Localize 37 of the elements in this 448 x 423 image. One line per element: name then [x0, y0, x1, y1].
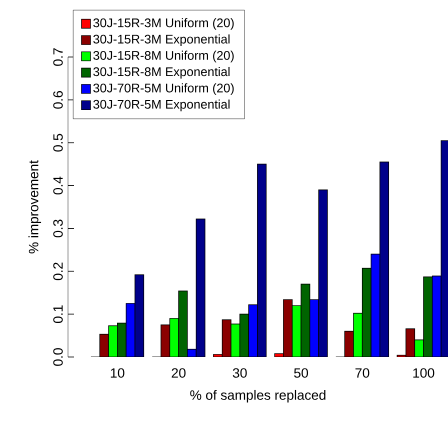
- y-tick-label: 0.2: [53, 262, 63, 280]
- legend-label: 30J-70R-5M Exponential: [93, 100, 230, 112]
- bar: [300, 284, 310, 357]
- y-axis-title: % improvement: [28, 160, 42, 254]
- y-tick-label: 0.6: [53, 91, 63, 109]
- bar: [196, 218, 206, 357]
- bar: [239, 314, 249, 357]
- legend-label: 30J-15R-3M Exponential: [93, 34, 230, 46]
- bar: [257, 164, 267, 357]
- y-tick-label: 0.7: [53, 48, 63, 66]
- x-tick-label: 10: [110, 368, 124, 378]
- bar: [248, 304, 258, 357]
- bar: [310, 299, 319, 357]
- x-tick-label: 50: [294, 368, 308, 378]
- bar: [134, 274, 144, 357]
- y-tick-label: 0.4: [53, 176, 63, 194]
- bar: [318, 190, 328, 357]
- bar: [423, 276, 433, 357]
- legend-label: 30J-15R-8M Exponential: [93, 66, 230, 79]
- y-tick-label: 0.1: [53, 305, 63, 323]
- x-tick-label: 30: [232, 368, 247, 378]
- legend-label: 30J-70R-5M Uniform (20): [93, 83, 234, 95]
- x-axis-title: % of samples replaced: [190, 390, 326, 403]
- bar: [370, 254, 380, 357]
- y-tick-label: 0.5: [53, 134, 63, 152]
- bar: [178, 290, 188, 357]
- bar: [432, 276, 442, 357]
- y-tick-label: 0.3: [53, 220, 63, 238]
- x-tick-label: 100: [413, 368, 434, 378]
- x-tick-label: 70: [355, 368, 370, 378]
- legend-label: 30J-15R-3M Uniform (20): [93, 18, 234, 30]
- y-tick-label: 0.0: [53, 348, 63, 366]
- legend-label: 30J-15R-8M Uniform (20): [93, 50, 234, 62]
- bar: [117, 323, 126, 357]
- bar: [362, 268, 372, 357]
- bar: [380, 162, 390, 357]
- x-tick-label: 20: [172, 368, 186, 378]
